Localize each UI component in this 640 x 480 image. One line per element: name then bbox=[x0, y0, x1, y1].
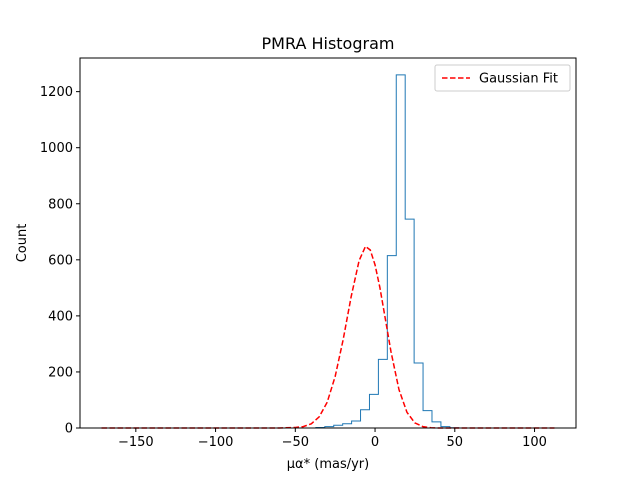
x-axis-title: μα* (mas/yr) bbox=[287, 457, 369, 472]
x-tick-label: 0 bbox=[371, 435, 379, 450]
legend: Gaussian Fit bbox=[434, 64, 571, 92]
y-tick-label: 0 bbox=[65, 422, 73, 437]
legend-box bbox=[434, 64, 571, 92]
y-tick-label: 1000 bbox=[40, 141, 73, 156]
gaussian-fit-line bbox=[101, 245, 555, 429]
x-tick-label: 50 bbox=[447, 435, 464, 450]
x-tick-label: −150 bbox=[118, 435, 154, 450]
x-tick-label: −100 bbox=[198, 435, 234, 450]
y-tick-label: 400 bbox=[48, 309, 73, 324]
y-tick-label: 600 bbox=[48, 253, 73, 268]
y-axis-title: Count bbox=[15, 224, 30, 263]
plot-area bbox=[101, 74, 555, 429]
x-tick-label: −50 bbox=[282, 435, 309, 450]
x-tick-label: 100 bbox=[522, 435, 547, 450]
y-tick-label: 200 bbox=[48, 365, 73, 380]
histogram-step-series bbox=[101, 74, 549, 429]
chart-title: PMRA Histogram bbox=[262, 34, 395, 53]
y-tick-label: 1200 bbox=[40, 85, 73, 100]
legend-gaussian-fit-label: Gaussian Fit bbox=[479, 72, 558, 87]
axes-frame bbox=[79, 57, 577, 429]
y-tick-label: 800 bbox=[48, 197, 73, 212]
y-axis: 0 200 400 600 800 1000 1200 bbox=[40, 85, 80, 437]
x-axis: −150 −100 −50 0 50 100 bbox=[118, 428, 547, 450]
